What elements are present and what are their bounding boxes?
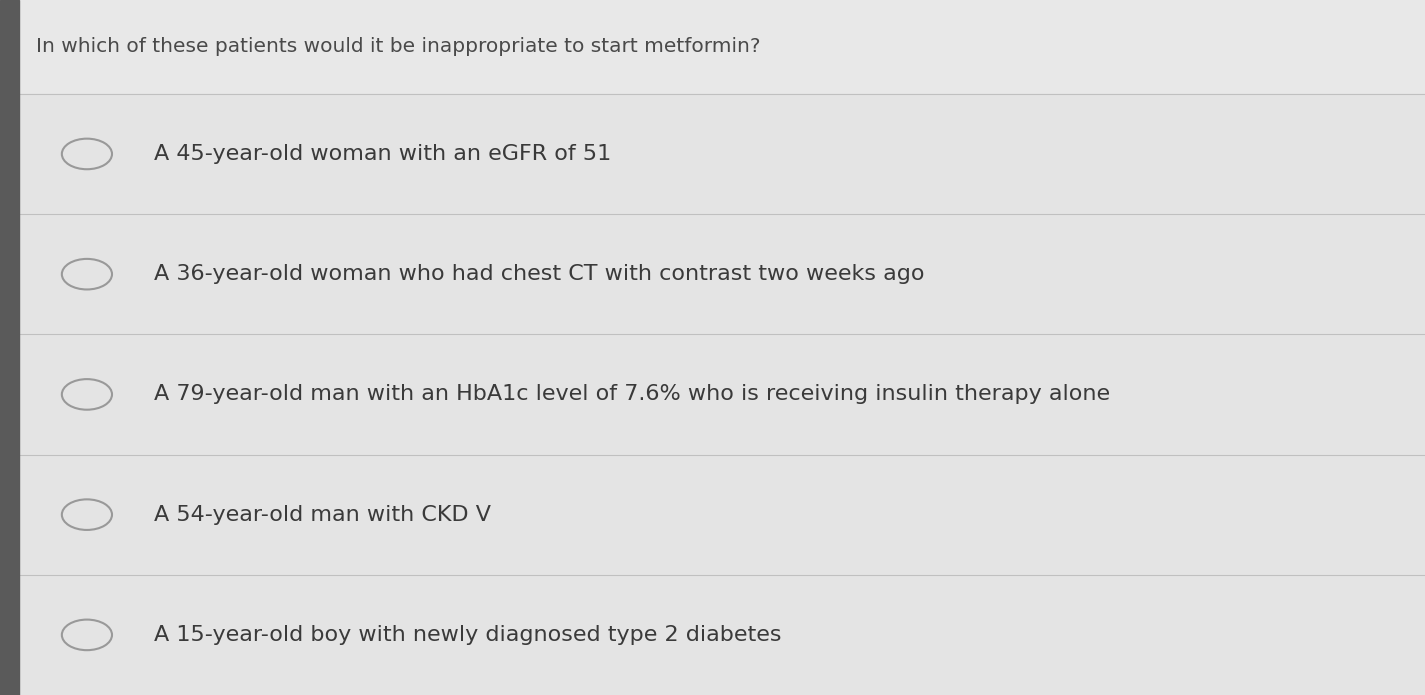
Bar (19, 575, 1425, 695)
Bar (19, 455, 1425, 575)
Ellipse shape (61, 620, 113, 651)
Ellipse shape (61, 379, 113, 410)
Text: A 45-year-old woman with an eGFR of 51: A 45-year-old woman with an eGFR of 51 (154, 144, 611, 164)
Ellipse shape (61, 259, 113, 290)
Ellipse shape (61, 499, 113, 530)
Text: A 36-year-old woman who had chest CT with contrast two weeks ago: A 36-year-old woman who had chest CT wit… (154, 264, 925, 284)
Bar (19, 0, 1425, 94)
Bar (0, 0, 19, 695)
Bar (19, 214, 1425, 334)
Text: In which of these patients would it be inappropriate to start metformin?: In which of these patients would it be i… (36, 38, 760, 56)
Ellipse shape (61, 139, 113, 169)
Text: A 54-year-old man with CKD V: A 54-year-old man with CKD V (154, 505, 490, 525)
Bar (19, 334, 1425, 455)
Text: A 79-year-old man with an HbA1c level of 7.6% who is receiving insulin therapy a: A 79-year-old man with an HbA1c level of… (154, 384, 1110, 404)
Text: A 15-year-old boy with newly diagnosed type 2 diabetes: A 15-year-old boy with newly diagnosed t… (154, 625, 781, 645)
Bar (19, 94, 1425, 214)
